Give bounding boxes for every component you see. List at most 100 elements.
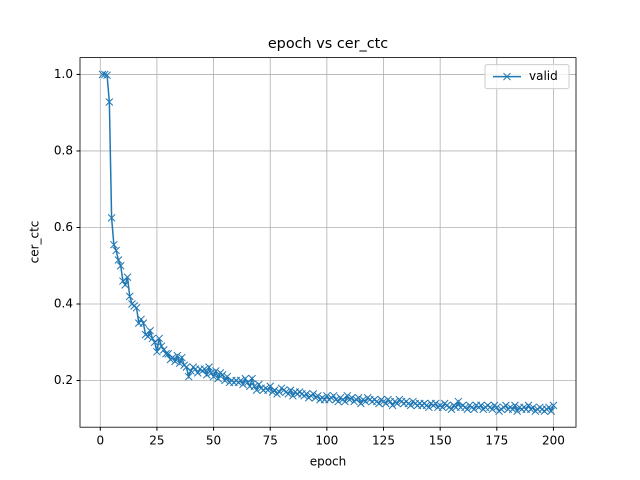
x-axis-label: epoch xyxy=(310,455,347,469)
marker xyxy=(264,386,272,394)
marker xyxy=(177,353,186,362)
marker xyxy=(545,403,553,412)
y-tick-label: 0.8 xyxy=(54,143,73,157)
marker xyxy=(105,98,114,106)
marker xyxy=(207,369,216,377)
marker xyxy=(248,374,256,383)
marker xyxy=(524,401,533,410)
marker xyxy=(431,399,440,408)
marker xyxy=(193,369,202,377)
marker xyxy=(329,391,338,400)
marker xyxy=(302,390,311,398)
marker xyxy=(202,370,211,379)
marker xyxy=(239,380,247,389)
marker xyxy=(502,401,510,410)
marker xyxy=(503,72,511,81)
marker xyxy=(488,405,497,414)
axes-frame xyxy=(79,57,577,428)
marker xyxy=(110,240,118,249)
marker xyxy=(132,303,141,312)
marker xyxy=(313,391,322,400)
marker xyxy=(209,372,218,381)
x-tick-label: 175 xyxy=(485,434,508,448)
marker xyxy=(125,292,134,301)
y-tick-label: 0.6 xyxy=(54,220,73,234)
marker xyxy=(148,334,157,343)
marker xyxy=(187,367,195,375)
marker xyxy=(361,397,370,406)
marker xyxy=(347,393,356,402)
marker xyxy=(146,326,154,335)
marker xyxy=(513,407,522,415)
marker xyxy=(286,386,295,394)
marker xyxy=(116,261,125,270)
marker xyxy=(343,391,352,400)
marker xyxy=(137,315,145,324)
x-tick-label: 0 xyxy=(96,434,104,448)
x-tick-label: 50 xyxy=(206,434,221,448)
marker xyxy=(549,401,558,410)
marker xyxy=(375,399,383,408)
marker xyxy=(424,403,433,412)
marker xyxy=(200,365,209,373)
marker xyxy=(241,374,250,383)
marker xyxy=(275,388,284,396)
marker xyxy=(107,214,116,222)
marker xyxy=(221,376,229,385)
marker xyxy=(175,359,184,368)
marker xyxy=(114,256,123,264)
x-tick-label: 125 xyxy=(372,434,395,448)
x-tick-label: 75 xyxy=(263,434,278,448)
marker xyxy=(323,391,331,400)
marker xyxy=(406,401,415,410)
marker xyxy=(250,382,259,391)
marker xyxy=(393,399,401,408)
marker xyxy=(252,386,261,394)
marker xyxy=(511,401,519,410)
marker xyxy=(123,273,132,282)
y-tick-label: 1.0 xyxy=(54,67,73,81)
legend-label: valid xyxy=(529,69,558,83)
marker xyxy=(341,397,349,406)
x-tick-label: 200 xyxy=(542,434,565,448)
marker xyxy=(155,334,164,343)
marker xyxy=(171,357,179,366)
x-tick-label: 150 xyxy=(429,434,452,448)
marker xyxy=(388,401,397,410)
marker xyxy=(470,405,479,414)
marker xyxy=(529,403,537,412)
marker xyxy=(103,71,111,80)
marker xyxy=(463,405,472,414)
legend-box xyxy=(484,64,570,90)
marker xyxy=(381,399,390,408)
chart-title: epoch vs cer_ctc xyxy=(268,36,388,52)
y-tick-label: 0.4 xyxy=(54,297,73,311)
marker xyxy=(173,351,182,360)
y-tick-label: 0.2 xyxy=(54,373,73,387)
marker xyxy=(438,403,447,412)
marker xyxy=(354,393,363,402)
x-tick-label: 100 xyxy=(315,434,338,448)
marker xyxy=(184,372,193,381)
marker xyxy=(508,405,517,414)
marker xyxy=(112,246,120,255)
marker xyxy=(218,370,227,379)
y-axis-label: cer_ctc xyxy=(28,221,42,264)
x-tick-label: 25 xyxy=(149,434,164,448)
marker xyxy=(168,353,177,362)
marker xyxy=(357,399,365,408)
marker xyxy=(255,380,263,389)
marker xyxy=(334,397,343,406)
marker xyxy=(236,376,245,385)
marker xyxy=(309,390,318,398)
marker xyxy=(144,332,152,341)
marker xyxy=(100,70,109,79)
marker xyxy=(211,367,220,375)
marker xyxy=(270,386,279,394)
marker xyxy=(547,407,556,415)
marker xyxy=(139,319,148,327)
marker xyxy=(289,391,297,400)
marker xyxy=(447,405,456,414)
marker xyxy=(157,342,166,350)
